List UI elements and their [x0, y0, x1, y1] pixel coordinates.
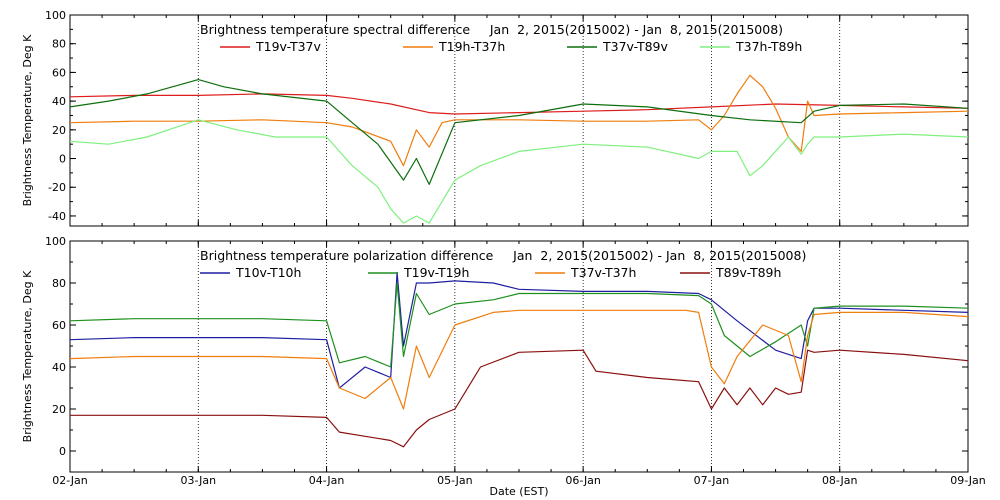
series-line-T19v-T19h — [69, 282, 969, 368]
legend-label: T89v-T89h — [715, 265, 781, 280]
x-tick-label: 09-Jan — [950, 474, 986, 487]
y-tick-label: 60 — [52, 66, 66, 79]
series-line-T37v-T89v — [69, 78, 969, 185]
series-line-T37v-T37h — [69, 309, 969, 410]
y-tick-label: -40 — [48, 210, 66, 223]
y-tick-label: 100 — [45, 235, 66, 248]
legend-label: T19v-T19h — [403, 265, 469, 280]
y-tick-label: 20 — [52, 403, 66, 416]
x-tick-label: 03-Jan — [181, 474, 217, 487]
series-line-T19h-T37h — [69, 74, 969, 167]
series-line-T37h-T89h — [69, 119, 969, 224]
series-line-T19v-T37v — [69, 93, 969, 115]
x-tick-label: 07-Jan — [694, 474, 730, 487]
legend-label: T19h-T37h — [438, 39, 505, 54]
y-tick-label: 100 — [45, 9, 66, 22]
x-tick-label: 05-Jan — [437, 474, 473, 487]
legend-label: T37v-T37h — [570, 265, 636, 280]
chart-panel-2: 0 20 40 60 80 100 Brightness Temperature, Deg … — [21, 235, 986, 498]
y-axis-title: Brightness Temperature, Deg K — [21, 270, 34, 442]
legend-label: T37v-T89v — [602, 39, 669, 54]
panel-title: Brightness temperature spectral differen… — [200, 22, 783, 37]
legend-label: T10v-T10h — [235, 265, 301, 280]
y-tick-label: 40 — [52, 95, 66, 108]
x-tick-label: 02-Jan — [52, 474, 88, 487]
x-axis-title: Date (EST) — [489, 485, 548, 498]
y-tick-label: 60 — [52, 319, 66, 332]
y-tick-label: 20 — [52, 124, 66, 137]
y-tick-label: 80 — [52, 38, 66, 51]
chart-panel-1: -40 -20 0 20 40 60 80 100 Brightness Temperature… — [21, 9, 969, 227]
panel-title: Brightness temperature polarization diff… — [200, 248, 806, 263]
y-axis-title: Brightness Temperature, Deg K — [21, 34, 34, 206]
x-tick-label: 04-Jan — [309, 474, 345, 487]
series-line-T10v-T10h — [69, 271, 969, 389]
y-tick-label: 0 — [59, 445, 66, 458]
y-tick-label: 80 — [52, 277, 66, 290]
y-tick-label: 0 — [59, 153, 66, 166]
x-tick-label: 06-Jan — [565, 474, 601, 487]
y-tick-label: -20 — [48, 181, 66, 194]
series-line-T89v-T89h — [70, 349, 969, 448]
x-tick-label: 08-Jan — [822, 474, 858, 487]
legend-label: T37h-T89h — [735, 39, 802, 54]
legend-label: T19v-T37v — [255, 39, 322, 54]
y-tick-label: 40 — [52, 361, 66, 374]
